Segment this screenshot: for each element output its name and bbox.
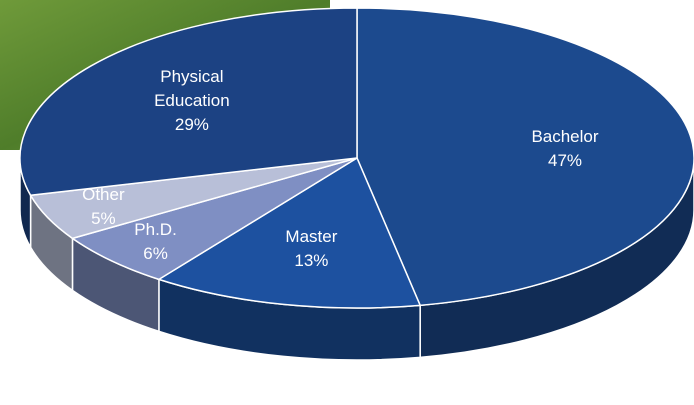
value-label: 29% (132, 113, 252, 137)
page: Bachelor47%Master13%Ph.D.6%Other5%Physic… (0, 0, 694, 405)
category-label: Master (251, 225, 371, 249)
value-label: 5% (43, 207, 163, 231)
value-label: 6% (96, 242, 216, 266)
category-label: Physical Education (147, 65, 237, 113)
value-label: 47% (505, 149, 625, 173)
category-label: Bachelor (505, 125, 625, 149)
value-label: 13% (251, 249, 371, 273)
category-label: Other (43, 183, 163, 207)
